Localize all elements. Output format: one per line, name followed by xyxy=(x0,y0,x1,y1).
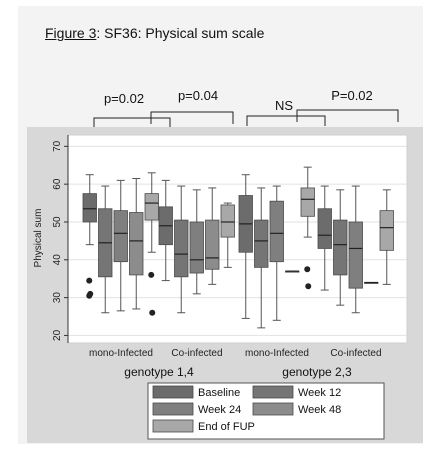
box-iqr xyxy=(174,219,189,278)
legend-label: Week 12 xyxy=(298,387,341,399)
figure-caption: : SF36: Physical sum scale xyxy=(96,25,265,41)
box-week-48 xyxy=(129,177,144,310)
box-week-48 xyxy=(364,281,379,284)
box-iqr xyxy=(129,212,144,276)
legend-item: Week 48 xyxy=(252,402,341,416)
y-axis: 20 30 40 50 60 70 xyxy=(52,135,69,343)
box-baseline xyxy=(82,174,97,299)
legend-item: Week 12 xyxy=(252,385,341,399)
pvalue-label-3: NS xyxy=(275,98,293,113)
bracket-4 xyxy=(296,109,399,122)
genotype-label: genotype 1,4 xyxy=(124,365,194,379)
box-iqr xyxy=(254,219,269,268)
legend-swatch xyxy=(152,419,194,433)
box-week-48 xyxy=(285,270,300,273)
bracket-1 xyxy=(93,117,171,130)
legend: Baseline Week 12 Week 24 Week 48 End of FUP xyxy=(147,382,385,440)
group-label: mono-Infected xyxy=(89,348,153,359)
box-iqr xyxy=(333,219,348,276)
outlier-point xyxy=(149,309,156,316)
outlier-point xyxy=(304,266,311,273)
pvalue-label-2: p=0.04 xyxy=(178,88,218,103)
legend-swatch xyxy=(252,385,294,399)
box-week-24 xyxy=(269,185,284,321)
x-axis-labels: mono-Infected Co-infected mono-Infected Co-… xyxy=(89,348,382,379)
legend-item: Baseline xyxy=(152,385,240,399)
pvalue-label-1: p=0.02 xyxy=(104,91,144,106)
box-iqr xyxy=(220,204,235,238)
box-iqr xyxy=(205,219,220,270)
box-baseline xyxy=(158,179,173,282)
box-series xyxy=(82,166,394,329)
box-end-of-fup xyxy=(379,189,394,285)
box-iqr xyxy=(348,221,363,289)
group-label: mono-Infected xyxy=(245,348,309,359)
bracket-2 xyxy=(150,111,234,124)
box-week-24 xyxy=(113,179,128,312)
box-week-48 xyxy=(205,187,220,285)
y-tick-label: 30 xyxy=(52,292,63,304)
figure-title: Figure 3: SF36: Physical sum scale xyxy=(45,25,264,41)
legend-swatch xyxy=(252,402,294,416)
box-baseline xyxy=(238,174,253,319)
legend-item: End of FUP xyxy=(152,419,255,433)
figure-label: Figure 3 xyxy=(45,25,97,41)
box-iqr xyxy=(113,210,128,263)
box-iqr xyxy=(317,208,332,249)
outlier-point xyxy=(86,277,93,284)
box-baseline xyxy=(317,185,332,291)
y-tick-label: 50 xyxy=(52,216,63,228)
outlier-point xyxy=(148,271,155,278)
box-iqr xyxy=(189,221,204,274)
box-iqr xyxy=(82,193,97,223)
box-week-24 xyxy=(189,189,204,295)
box-week-24 xyxy=(348,185,363,314)
box-iqr xyxy=(300,187,315,217)
box-end-of-fup xyxy=(220,202,235,268)
box-iqr xyxy=(379,210,394,251)
group-label: Co-infected xyxy=(330,348,381,359)
legend-label: Week 48 xyxy=(298,404,341,416)
bracket-3 xyxy=(246,115,326,126)
box-week-12 xyxy=(254,187,269,329)
box-iqr xyxy=(144,193,159,221)
box-iqr xyxy=(269,200,284,263)
box-end-of-fup xyxy=(144,172,159,316)
genotype-label: genotype 2,3 xyxy=(282,365,352,379)
y-tick-label: 70 xyxy=(52,140,63,152)
y-axis-label: Physical sum xyxy=(33,209,44,268)
box-week-12 xyxy=(98,185,113,314)
box-end-of-fup xyxy=(300,166,315,290)
legend-label: Baseline xyxy=(198,387,240,399)
legend-swatch xyxy=(152,385,194,399)
legend-label: End of FUP xyxy=(198,421,255,433)
y-tick-label: 20 xyxy=(52,329,63,341)
pvalue-label-4: P=0.02 xyxy=(331,88,373,103)
outlier-point xyxy=(305,283,312,290)
box-week-12 xyxy=(333,189,348,306)
significance-brackets xyxy=(93,109,399,130)
legend-label: Week 24 xyxy=(198,404,241,416)
outlier-point xyxy=(86,292,93,299)
group-label: Co-infected xyxy=(171,348,222,359)
legend-swatch xyxy=(152,402,194,416)
y-tick-label: 60 xyxy=(52,178,63,190)
legend-item: Week 24 xyxy=(152,402,241,416)
y-tick-label: 40 xyxy=(52,254,63,266)
box-week-12 xyxy=(174,185,189,314)
